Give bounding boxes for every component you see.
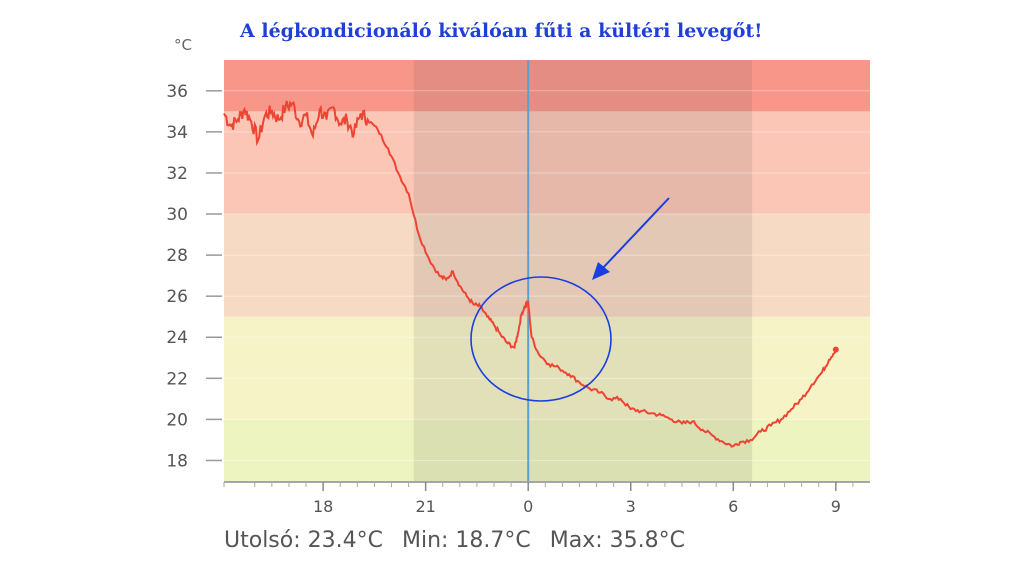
y-tick-label-36: 36 — [166, 82, 188, 102]
stat-min: Min: 18.7°C — [401, 528, 531, 553]
stat-last: Utolsó: 23.4°C — [224, 528, 383, 553]
y-axis-ticks: 18 20 22 24 26 28 30 32 34 36 — [166, 82, 222, 471]
temperature-series-line — [223, 99, 837, 448]
y-tick-label-18: 18 — [166, 451, 188, 471]
annotation-arrow — [600, 197, 670, 271]
stats-bar: Utolsó: 23.4°C Min: 18.7°C Max: 35.8°C — [224, 528, 697, 553]
x-tick-label-4: 6 — [728, 497, 738, 516]
x-tick-label-1: 21 — [415, 497, 435, 516]
x-tick-label-0: 18 — [313, 497, 333, 516]
chart-title: A légkondicionáló kiválóan fűti a kültér… — [240, 20, 763, 42]
y-axis-unit: °C — [174, 36, 192, 54]
band-4 — [224, 60, 870, 112]
y-tick-label-34: 34 — [166, 123, 188, 143]
y-tick-label-30: 30 — [166, 205, 188, 225]
y-tick-label-28: 28 — [166, 246, 188, 266]
stat-max: Max: 35.8°C — [549, 528, 686, 553]
band-2 — [224, 214, 870, 317]
x-tick-label-5: 9 — [831, 497, 841, 516]
y-tick-label-32: 32 — [166, 164, 188, 184]
y-tick-label-22: 22 — [166, 369, 188, 389]
comfort-bands — [224, 60, 870, 481]
night-shade — [413, 60, 753, 481]
last-value-dot — [832, 346, 839, 353]
band-1 — [224, 316, 870, 420]
y-tick-label-20: 20 — [166, 410, 188, 430]
band-3 — [224, 111, 870, 215]
annotation-arrow-head — [592, 262, 610, 280]
y-gridlines — [224, 90, 870, 461]
highlight-circle — [470, 276, 612, 402]
x-tick-label-2: 0 — [523, 497, 533, 516]
y-tick-label-24: 24 — [166, 328, 188, 348]
x-axis-ticks: 18 21 0 3 6 9 — [223, 482, 854, 516]
x-tick-label-3: 3 — [626, 497, 636, 516]
y-tick-label-26: 26 — [166, 287, 188, 307]
